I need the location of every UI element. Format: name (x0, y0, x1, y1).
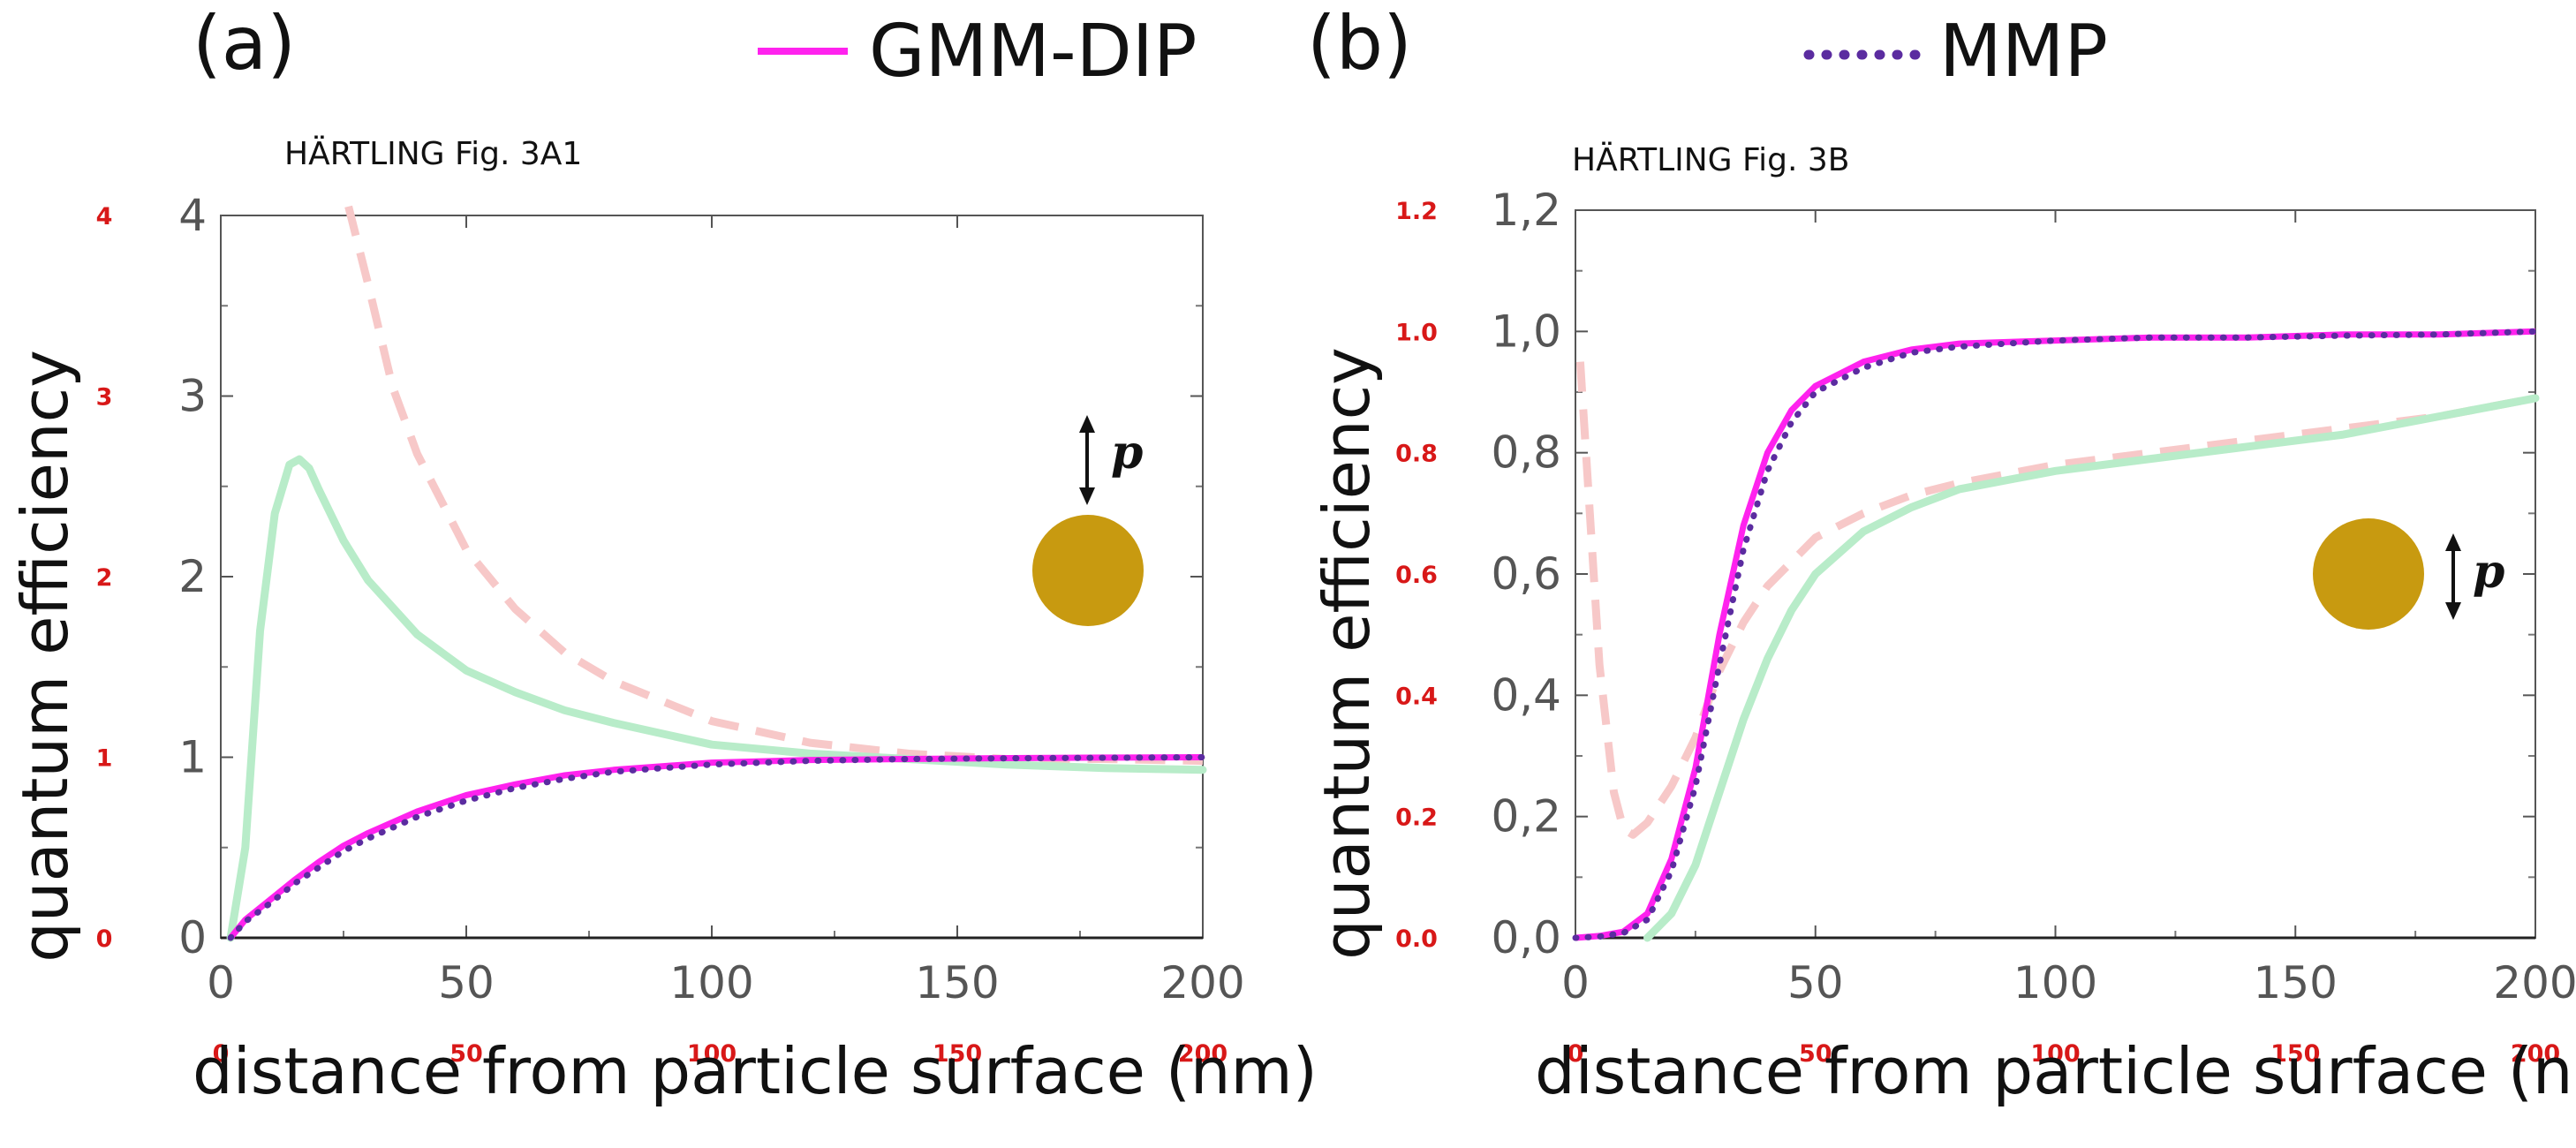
secondary-y-tick-label: 0.2 (1395, 804, 1438, 832)
panel-b-xlabel: distance from particle surface (nm) (1535, 1034, 2576, 1108)
series-line-gmm-dip (228, 754, 1204, 940)
legend-gmm-dip-label: GMM-DIP (869, 10, 1197, 94)
legend-mmp-label: MMP (1939, 10, 2108, 94)
secondary-y-tick-label: 0.8 (1395, 441, 1438, 468)
legend: GMM-DIP MMP (758, 10, 2108, 94)
panel-b-particle-diagram: p (2313, 518, 2504, 630)
secondary-y-tick-label: 4 (96, 203, 113, 230)
panel-b-chart: 0 0 50 50 100 100 150 150 200 200 0,0 0.0 0,2 0.2 0,4 0… (1310, 185, 2576, 1108)
series-line-green (1643, 394, 2540, 942)
y-tick-label: 0,0 (1491, 912, 1561, 963)
panel-b-ylabel: quantum efficiency (1310, 347, 1384, 960)
y-tick-label: 2 (178, 551, 207, 602)
panel-b-dipole-label: p (2473, 545, 2504, 599)
panel-a-series (226, 205, 1207, 942)
secondary-y-tick-label: 3 (96, 384, 113, 412)
y-tick-label: 3 (178, 371, 207, 422)
panel-a-caption: HÄRTLING Fig. 3A1 (284, 135, 582, 172)
panel-b-series (1572, 328, 2540, 942)
panel-b-caption: HÄRTLING Fig. 3B (1572, 141, 1849, 178)
y-tick-label: 0 (178, 912, 207, 963)
y-tick-label: 1,2 (1491, 185, 1561, 236)
x-tick-label: 150 (2254, 957, 2338, 1008)
double-arrow-icon (1079, 415, 1095, 505)
secondary-y-tick-label: 0.6 (1395, 562, 1438, 589)
x-tick-label: 0 (1561, 957, 1590, 1008)
y-tick-label: 0,4 (1491, 669, 1561, 721)
secondary-y-tick-label: 0.4 (1395, 683, 1438, 710)
secondary-y-tick-label: 0 (96, 925, 113, 953)
panel-a-xlabel: distance from particle surface (nm) (193, 1034, 1318, 1108)
y-tick-label: 4 (178, 190, 207, 241)
secondary-y-tick-label: 1.0 (1395, 319, 1438, 346)
panel-a-dipole-label: p (1111, 426, 1143, 480)
x-tick-label: 200 (1160, 957, 1244, 1008)
panel-b-label: (b) (1307, 0, 1412, 87)
x-tick-label: 50 (438, 957, 495, 1008)
y-tick-label: 0,2 (1491, 791, 1561, 842)
secondary-y-tick-label: 2 (96, 564, 113, 592)
y-tick-label: 1 (178, 732, 207, 783)
y-tick-label: 0,8 (1491, 427, 1561, 479)
gold-sphere-icon (1032, 515, 1144, 626)
panel-b-tick-labels: 0 0 50 50 100 100 150 150 200 200 0,0 0.0 0,2 0.2 0,4 0… (1395, 185, 2576, 1068)
series-line-mmp (1572, 328, 2539, 941)
secondary-x-tick-label: 200 (1178, 1040, 1228, 1068)
x-tick-label: 50 (1787, 957, 1844, 1008)
secondary-x-tick-label: 0 (213, 1040, 230, 1068)
secondary-y-tick-label: 1.2 (1395, 198, 1438, 225)
x-tick-label: 100 (2013, 957, 2097, 1008)
secondary-x-tick-label: 150 (2270, 1040, 2320, 1068)
double-arrow-icon (2445, 533, 2461, 620)
secondary-x-tick-label: 200 (2511, 1040, 2560, 1068)
series-line-gmm-dip (1575, 328, 2536, 941)
secondary-x-tick-label: 0 (1568, 1040, 1584, 1068)
x-tick-label: 150 (915, 957, 999, 1008)
series-line-pink (344, 205, 1204, 766)
panel-a-label: (a) (193, 0, 296, 87)
secondary-x-tick-label: 100 (687, 1040, 737, 1068)
panel-a-ylabel: quantum efficiency (8, 350, 82, 963)
secondary-y-tick-label: 0.0 (1395, 925, 1438, 953)
panel-a-particle-diagram: p (1032, 415, 1144, 626)
x-tick-label: 200 (2493, 957, 2576, 1008)
x-tick-label: 100 (669, 957, 753, 1008)
x-tick-label: 0 (207, 957, 235, 1008)
secondary-x-tick-label: 100 (2030, 1040, 2080, 1068)
secondary-y-tick-label: 1 (96, 745, 113, 773)
secondary-x-tick-label: 150 (933, 1040, 982, 1068)
gold-sphere-icon (2313, 518, 2424, 630)
secondary-x-tick-label: 50 (1799, 1040, 1832, 1068)
series-line-pink (1575, 361, 2536, 839)
secondary-x-tick-label: 50 (449, 1040, 483, 1068)
y-tick-label: 1,0 (1491, 306, 1561, 357)
y-tick-label: 0,6 (1491, 548, 1561, 600)
series-line-mmp (227, 754, 1206, 941)
